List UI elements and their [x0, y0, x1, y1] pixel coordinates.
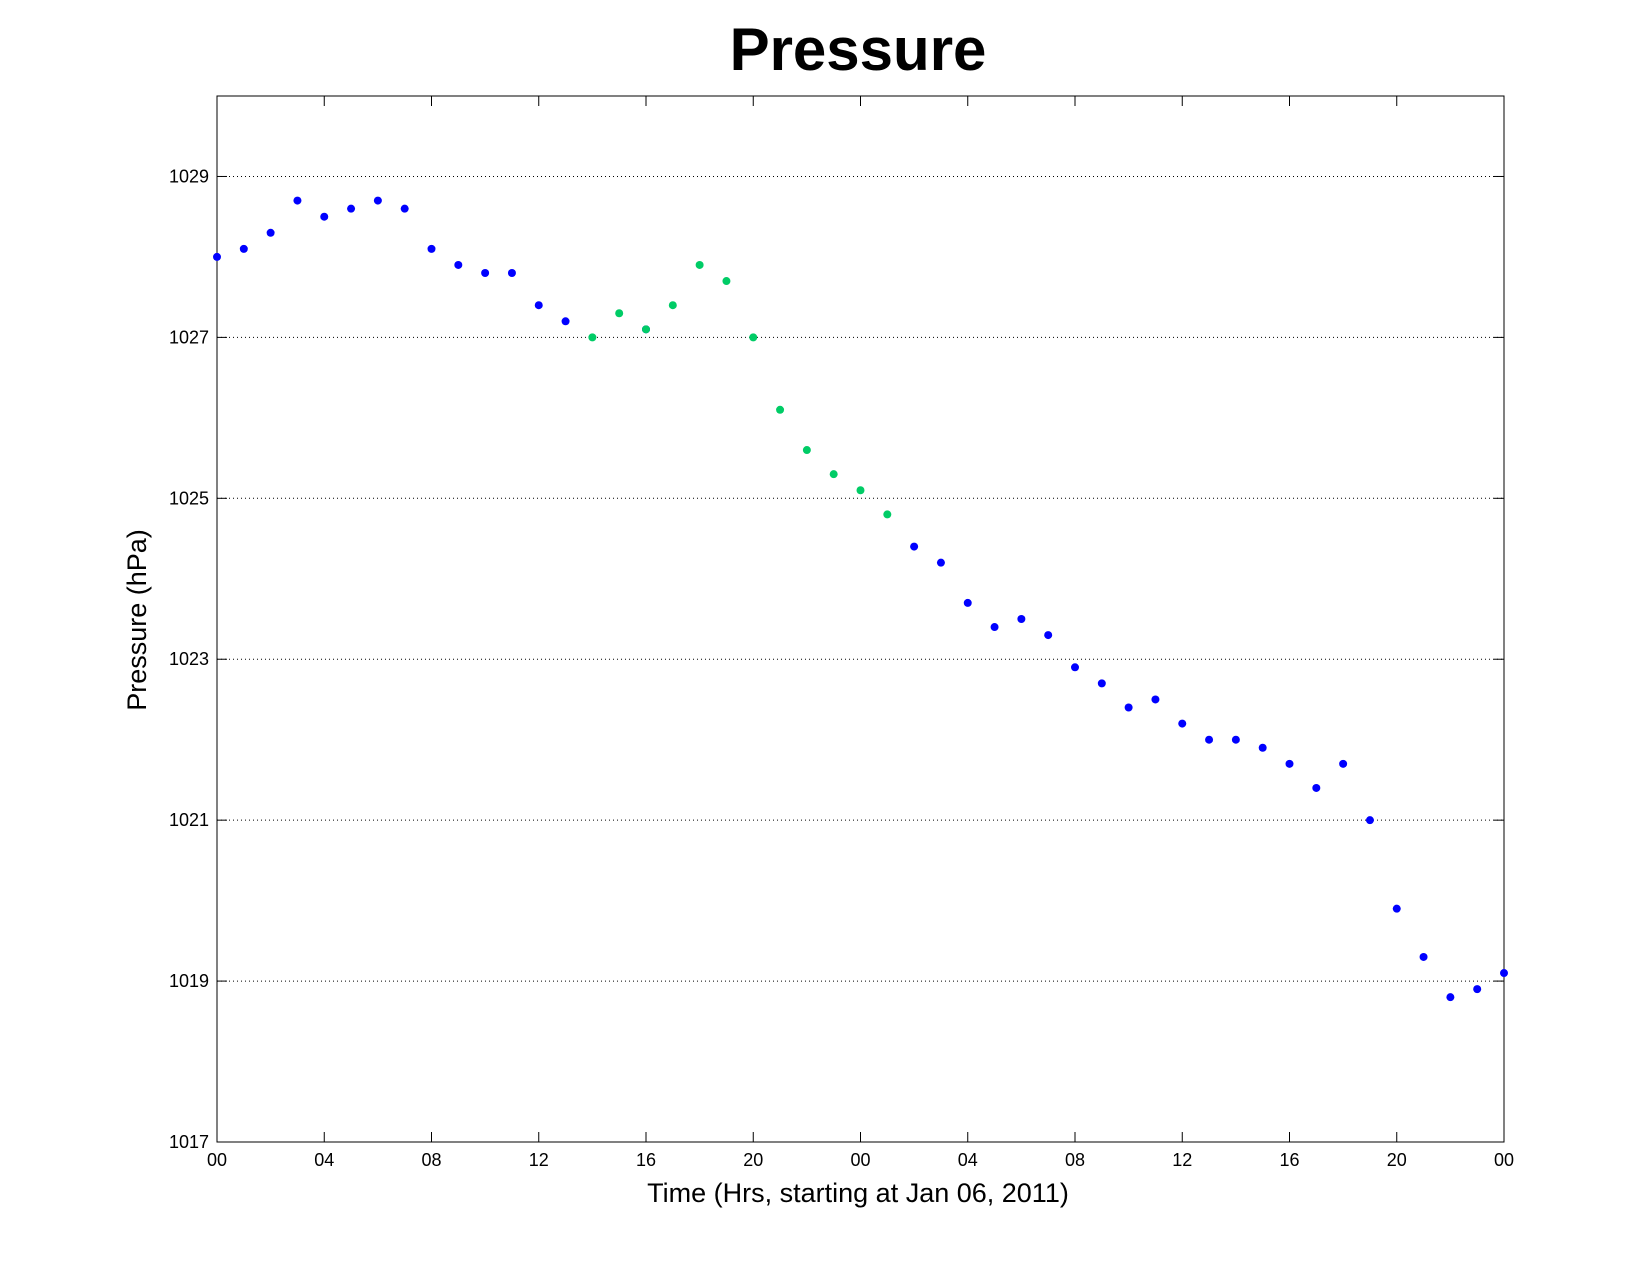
- data-point-s0-5: [347, 204, 356, 213]
- data-point-s0-23: [1124, 703, 1133, 712]
- data-point-s0-25: [1178, 719, 1187, 728]
- data-point-s0-18: [990, 623, 999, 632]
- data-point-s0-11: [507, 269, 516, 278]
- data-point-s1-0: [588, 333, 597, 342]
- data-point-s0-33: [1392, 904, 1401, 913]
- grid-lines: [217, 175, 1504, 982]
- data-point-s0-37: [1500, 969, 1508, 978]
- data-points: [213, 196, 1508, 1002]
- data-point-s1-9: [829, 470, 838, 479]
- x-tick-label-8: 08: [1065, 1150, 1085, 1170]
- data-point-s0-2: [266, 228, 275, 237]
- plot-area-frame: [216, 95, 1505, 1143]
- x-tick-label-7: 04: [958, 1150, 978, 1170]
- x-tick-label-12: 00: [1494, 1150, 1514, 1170]
- data-point-s1-10: [856, 486, 865, 495]
- data-point-s0-22: [1097, 679, 1106, 688]
- x-tick-label-6: 00: [850, 1150, 870, 1170]
- data-point-s0-9: [454, 260, 463, 269]
- data-point-s0-31: [1339, 759, 1348, 768]
- y-tick-labels: 1017 1019 1021 1023 1025 1027 1029: [169, 166, 209, 1152]
- data-point-s0-35: [1446, 993, 1455, 1002]
- data-point-s0-34: [1419, 952, 1428, 961]
- x-tick-label-10: 16: [1279, 1150, 1299, 1170]
- data-point-s0-26: [1205, 735, 1214, 744]
- y-tick-label-1021: 1021: [169, 810, 209, 830]
- y-axis-label: Pressure (hPa): [122, 529, 152, 711]
- data-point-s0-15: [910, 542, 919, 551]
- data-point-s1-7: [776, 405, 785, 414]
- data-point-s1-6: [749, 333, 758, 342]
- data-point-s0-4: [320, 212, 329, 221]
- data-point-s0-1: [239, 244, 248, 253]
- data-point-s0-8: [427, 244, 436, 253]
- data-point-s0-20: [1044, 631, 1053, 640]
- y-tick-label-1019: 1019: [169, 971, 209, 991]
- data-point-s0-21: [1071, 663, 1079, 672]
- x-tick-label-9: 12: [1172, 1150, 1192, 1170]
- x-tick-label-1: 04: [314, 1150, 334, 1170]
- data-point-s0-7: [400, 204, 409, 213]
- data-point-s0-27: [1231, 735, 1240, 744]
- data-point-s1-5: [722, 277, 731, 286]
- x-tick-label-4: 16: [636, 1150, 656, 1170]
- data-point-s0-29: [1285, 759, 1294, 768]
- data-point-s0-13: [561, 317, 570, 326]
- data-point-s0-3: [293, 196, 302, 205]
- x-axis-label: Time (Hrs, starting at Jan 06, 2011): [647, 1178, 1069, 1208]
- data-point-s0-32: [1365, 816, 1374, 825]
- data-point-s0-10: [481, 269, 490, 278]
- y-tick-label-1023: 1023: [169, 649, 209, 669]
- data-point-s0-16: [936, 558, 945, 567]
- x-tick-label-5: 20: [743, 1150, 763, 1170]
- data-point-s0-0: [213, 252, 221, 261]
- data-point-s0-12: [534, 301, 543, 310]
- data-point-s0-6: [373, 196, 382, 205]
- data-point-s1-4: [695, 260, 704, 269]
- x-tick-label-11: 20: [1387, 1150, 1407, 1170]
- data-point-s0-36: [1473, 985, 1482, 994]
- x-tick-labels: 00 04 08 12 16 20 00 04 08 12 16 20 00: [207, 1150, 1514, 1170]
- y-tick-label-1029: 1029: [169, 166, 209, 186]
- data-point-s0-28: [1258, 743, 1267, 752]
- x-tick-label-2: 08: [421, 1150, 441, 1170]
- y-tick-label-1025: 1025: [169, 488, 209, 508]
- x-tick-label-3: 12: [529, 1150, 549, 1170]
- data-point-s0-17: [963, 598, 972, 607]
- data-point-s0-19: [1017, 615, 1026, 623]
- data-point-s1-1: [615, 309, 624, 318]
- y-tick-label-1017: 1017: [169, 1132, 209, 1152]
- data-point-s1-11: [883, 510, 892, 519]
- x-tick-label-0: 00: [207, 1150, 227, 1170]
- axis-ticks: [216, 96, 1505, 1143]
- data-point-s0-30: [1312, 783, 1321, 792]
- data-point-s1-8: [802, 446, 811, 455]
- y-tick-label-1027: 1027: [169, 327, 209, 347]
- data-point-s0-24: [1151, 695, 1160, 704]
- chart-title: Pressure: [730, 16, 987, 83]
- data-point-s1-2: [642, 325, 650, 334]
- data-point-s1-3: [668, 301, 677, 310]
